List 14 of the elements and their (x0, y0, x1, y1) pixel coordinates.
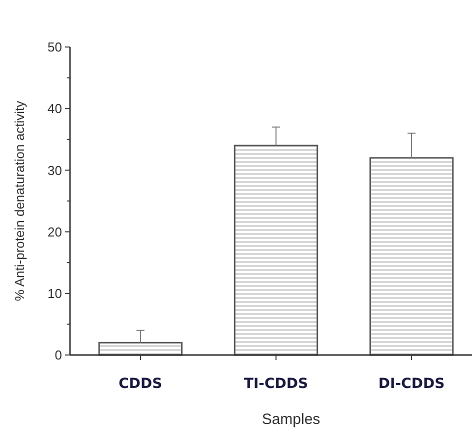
x-tick-label: CDDS (118, 376, 162, 392)
y-tick-label: 10 (48, 286, 62, 301)
x-tick-label: DI-CDDS (378, 376, 445, 392)
y-tick-label: 20 (48, 224, 62, 240)
x-tick-label: TI-CDDS (244, 376, 308, 392)
bar (234, 144, 318, 356)
y-tick-label: 30 (48, 162, 62, 178)
y-tick-label: 0 (54, 348, 62, 363)
y-tick-label: 50 (48, 40, 62, 55)
bar (369, 157, 454, 356)
bar (98, 342, 183, 356)
y-axis-title: % Anti-protein denaturation activity (12, 100, 27, 302)
x-axis-title: Samples (262, 411, 320, 428)
y-tick-label: 40 (48, 101, 62, 116)
